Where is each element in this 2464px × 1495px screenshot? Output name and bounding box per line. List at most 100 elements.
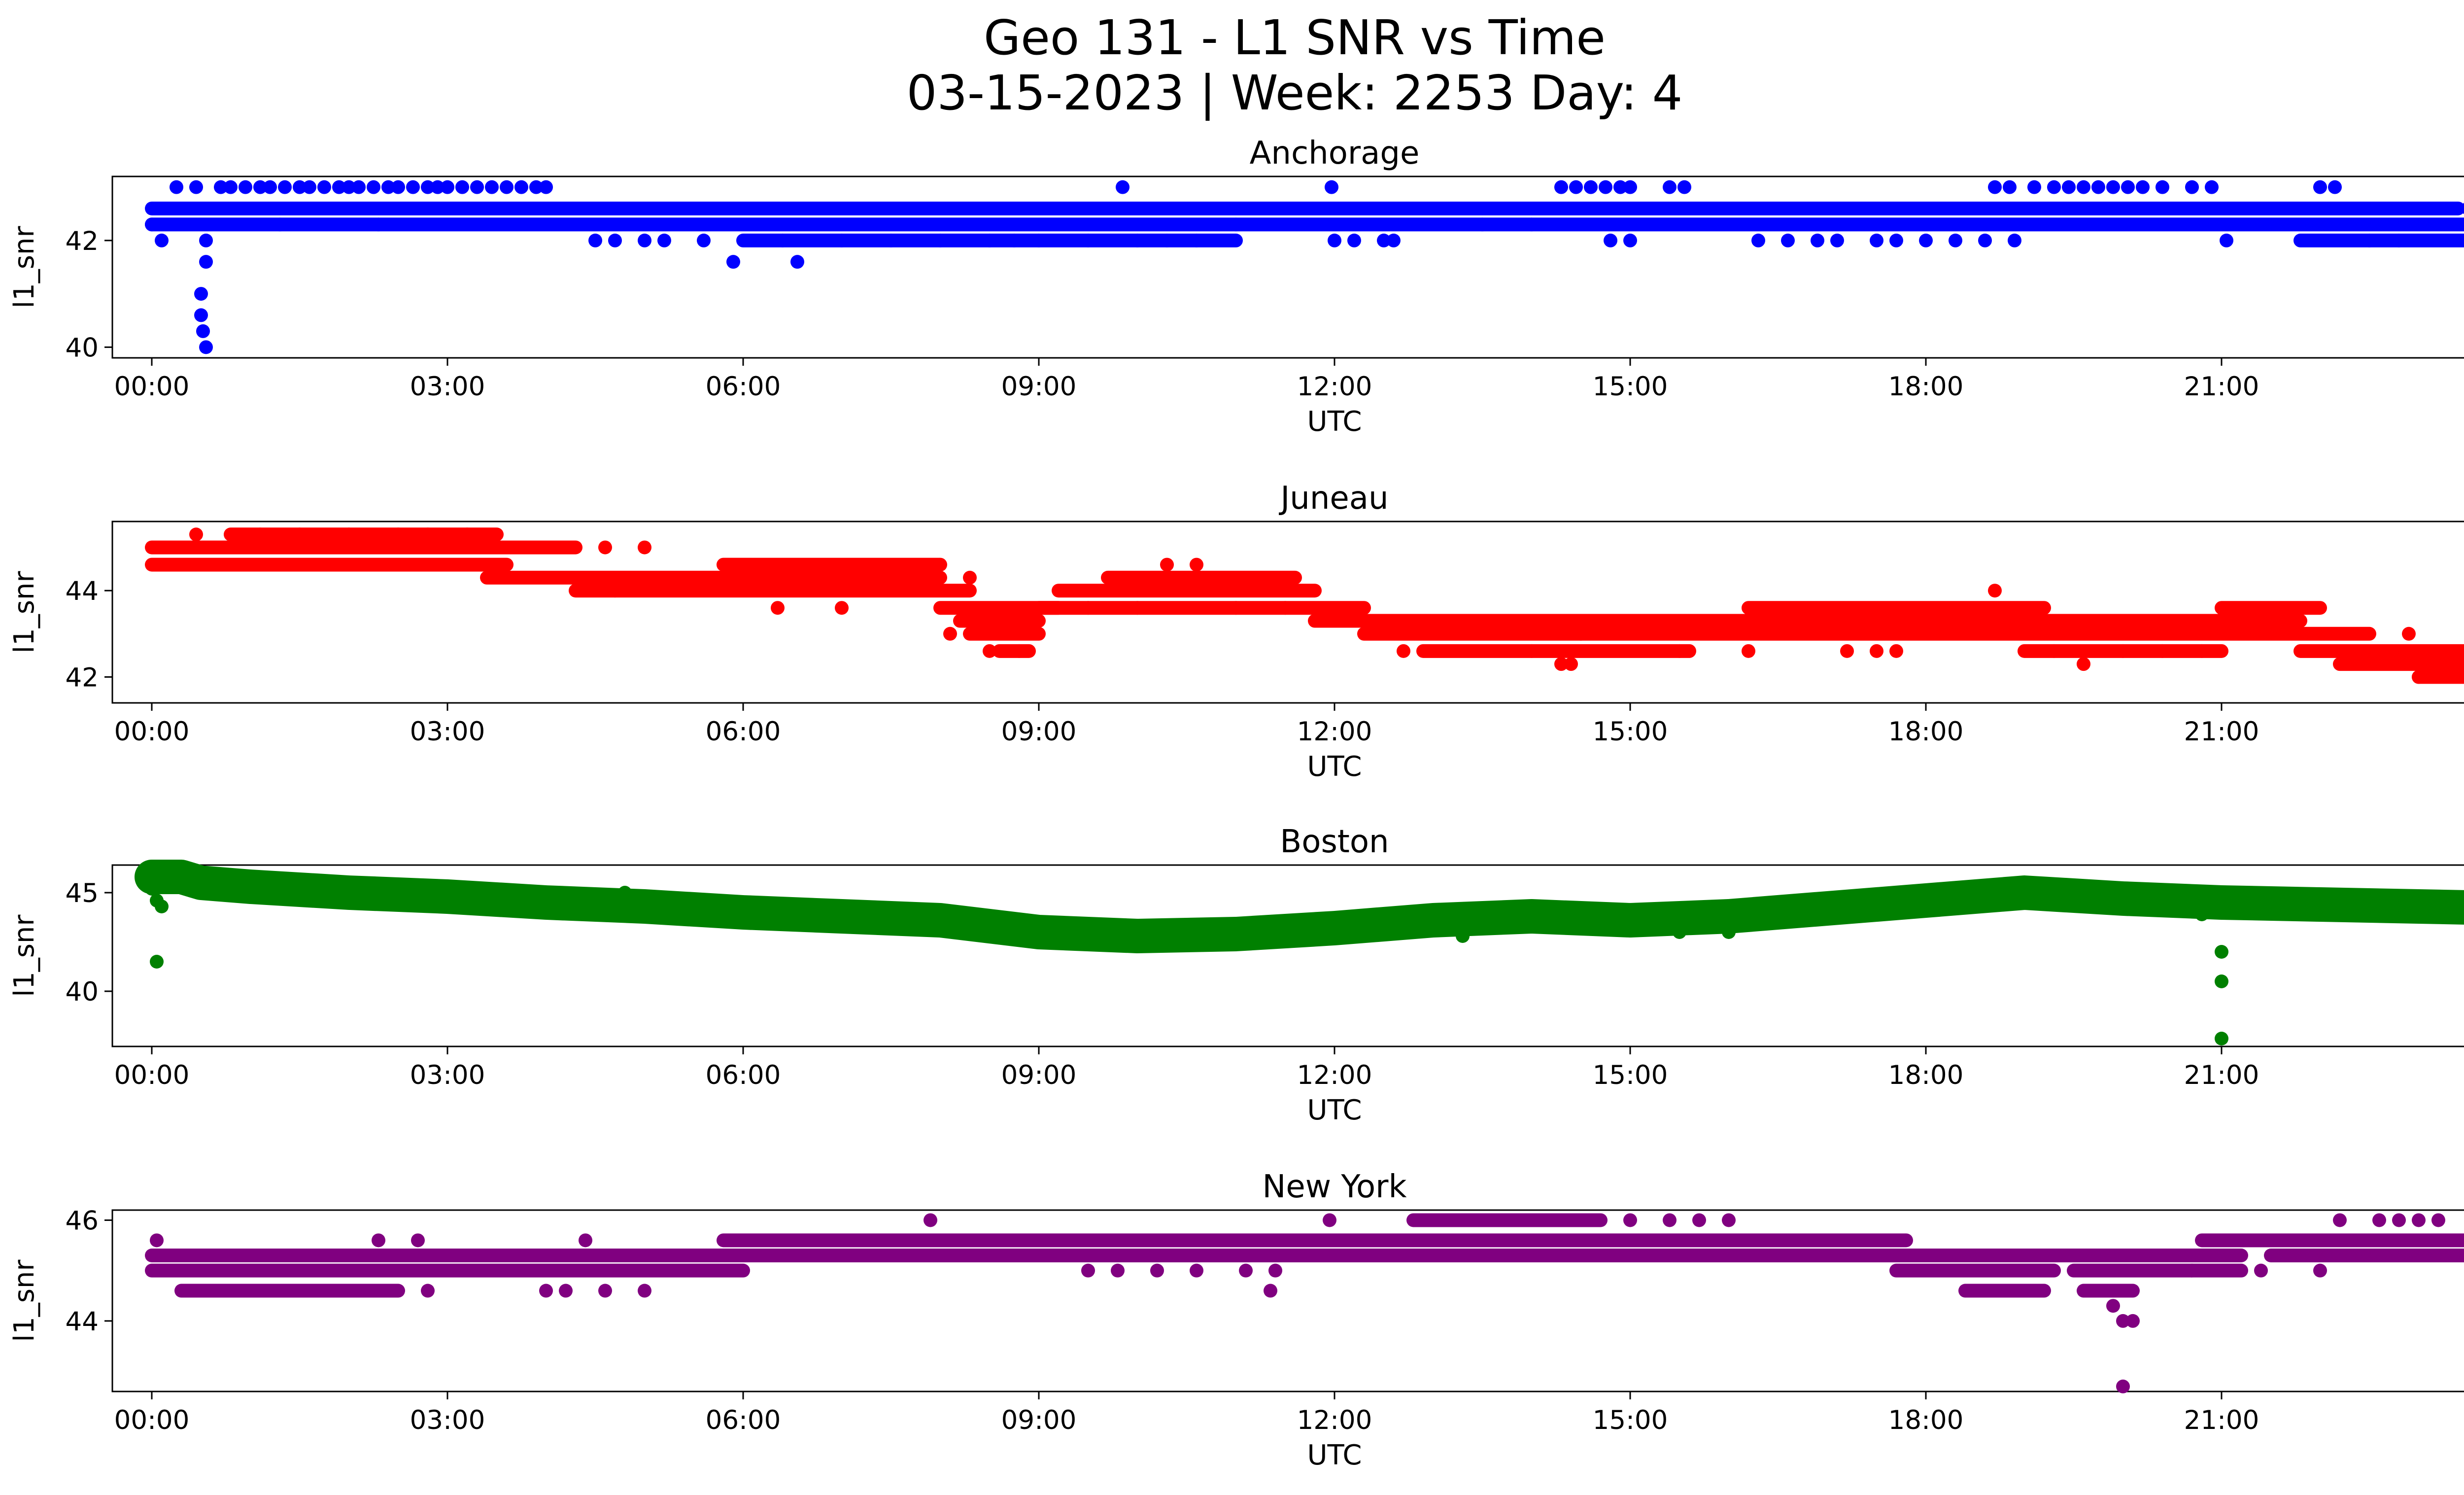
- data-point: [529, 180, 543, 194]
- data-point: [362, 896, 376, 909]
- panel-title: Boston: [1280, 824, 1389, 860]
- data-point: [559, 1284, 573, 1298]
- data-point: [1525, 644, 1539, 658]
- data-point: [1889, 233, 1903, 247]
- data-point: [455, 180, 469, 194]
- data-point: [2062, 180, 2076, 194]
- data-point: [1012, 644, 1026, 658]
- x-tick-label: 12:00: [1297, 1405, 1372, 1435]
- data-point: [1325, 180, 1338, 194]
- data-point: [367, 180, 380, 194]
- panel-new-york: New York 00:00 03:00 06:00 09:00 12:00 15:00 18…: [8, 1169, 2464, 1471]
- data-point: [2077, 180, 2090, 194]
- x-tick-label: 03:00: [410, 372, 485, 402]
- data-point: [145, 217, 159, 232]
- data-point: [726, 255, 740, 269]
- data-point: [2185, 1263, 2199, 1278]
- data-point: [2126, 1314, 2140, 1328]
- data-point: [697, 233, 711, 247]
- data-point: [155, 900, 169, 913]
- x-tick-label: 18:00: [1888, 372, 1964, 402]
- y-tick-label: 42: [66, 662, 99, 693]
- data-point: [1722, 1213, 1736, 1227]
- data-point: [687, 909, 701, 923]
- data-point: [196, 324, 210, 338]
- x-tick-label: 09:00: [1001, 1060, 1077, 1090]
- data-point: [771, 601, 785, 615]
- data-point: [253, 180, 267, 194]
- data-point: [2461, 671, 2464, 683]
- data-point: [1663, 1213, 1677, 1227]
- data-point: [1387, 233, 1401, 247]
- data-point: [1623, 180, 1637, 194]
- data-point: [263, 180, 277, 194]
- x-tick-label: 18:00: [1888, 1405, 1964, 1435]
- data-point: [983, 644, 996, 658]
- panel-anchorage: Anchorage 00:00 03:00 06:00 09:00 12:00 15:00 1…: [8, 135, 2464, 438]
- data-point: [835, 601, 849, 615]
- data-point: [2402, 626, 2416, 641]
- data-point: [1949, 233, 1962, 247]
- data-point: [381, 180, 395, 194]
- y-tick-label: 40: [66, 333, 99, 363]
- subplot-panels: Anchorage 00:00 03:00 06:00 09:00 12:00 15:00 1…: [8, 135, 2464, 1471]
- data-point: [933, 233, 947, 247]
- panel-title: Anchorage: [1250, 135, 1420, 172]
- data-point: [1190, 1263, 1203, 1278]
- x-tick-label: 09:00: [1001, 1405, 1077, 1435]
- data-point: [2121, 180, 2135, 194]
- data-point: [963, 570, 977, 585]
- data-point: [608, 233, 622, 247]
- data-point: [1998, 878, 2012, 892]
- data-point: [884, 921, 898, 935]
- data-point: [1081, 1263, 1095, 1278]
- x-tick-label: 12:00: [1297, 372, 1372, 402]
- data-point: [1229, 937, 1243, 951]
- data-point: [2205, 180, 2219, 194]
- data-point: [1840, 644, 1854, 658]
- data-point: [2412, 1213, 2426, 1227]
- data-point: [317, 180, 331, 194]
- y-tick-label: 44: [66, 576, 99, 606]
- data-point: [1673, 644, 1686, 658]
- data-point: [441, 180, 454, 194]
- data-point: [983, 233, 996, 247]
- data-point: [189, 527, 203, 542]
- data-point: [1978, 233, 1992, 247]
- data-point: [2333, 1213, 2347, 1227]
- data-point: [1387, 1249, 1401, 1262]
- data-point: [194, 287, 208, 301]
- x-tick-label: 00:00: [114, 1405, 190, 1435]
- data-point: [1988, 584, 2002, 598]
- data-point: [273, 217, 287, 232]
- panel-title: Juneau: [1278, 480, 1388, 517]
- data-point: [1599, 180, 1612, 194]
- data-point: [1081, 601, 1095, 615]
- x-tick-label: 03:00: [410, 1405, 485, 1435]
- x-tick-label: 12:00: [1297, 717, 1372, 747]
- data-point: [2195, 907, 2209, 921]
- data-point: [2003, 180, 2017, 194]
- data-point: [1347, 233, 1361, 247]
- y-tick-label: 44: [66, 1307, 99, 1337]
- y-axis-label: l1_snr: [8, 226, 40, 309]
- x-tick-label: 15:00: [1593, 1405, 1668, 1435]
- x-axis-label: UTC: [1307, 1439, 1362, 1471]
- data-point: [539, 1284, 553, 1298]
- data-point: [588, 233, 602, 247]
- data-point: [638, 1284, 651, 1298]
- data-point: [2116, 644, 2130, 658]
- x-tick-label: 03:00: [410, 717, 485, 747]
- data-point: [884, 233, 898, 247]
- data-point: [1081, 233, 1095, 247]
- data-point: [214, 180, 228, 194]
- x-tick-label: 21:00: [2184, 1405, 2259, 1435]
- data-point: [835, 233, 849, 247]
- data-point: [1485, 1249, 1499, 1262]
- data-point: [411, 1233, 425, 1248]
- data-point: [588, 892, 602, 905]
- data-point: [2008, 233, 2021, 247]
- data-point: [2215, 974, 2228, 988]
- data-point: [2116, 1379, 2130, 1393]
- x-tick-label: 09:00: [1001, 372, 1077, 402]
